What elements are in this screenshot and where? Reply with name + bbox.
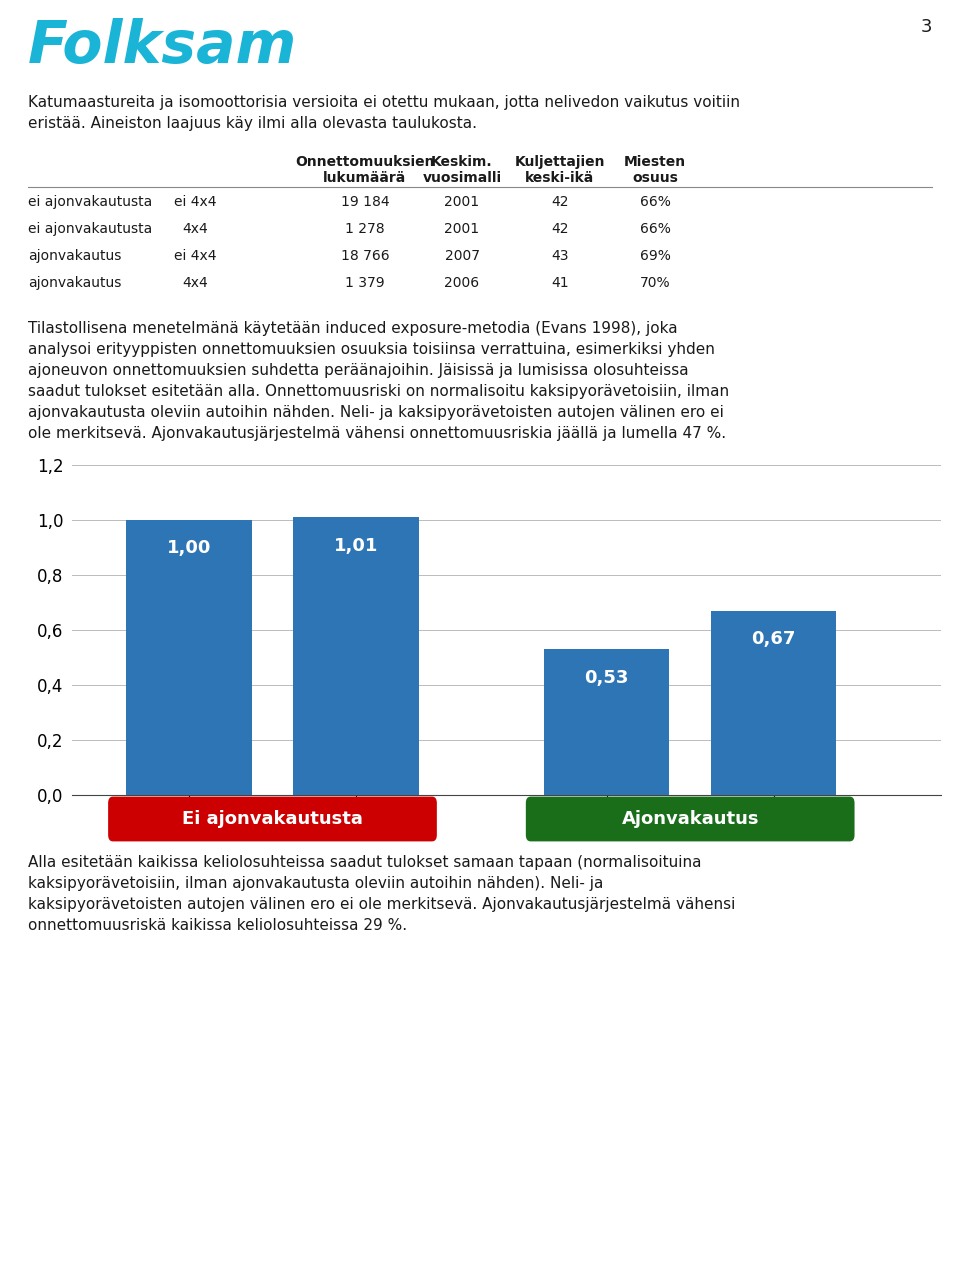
Text: 2007: 2007 <box>444 250 479 262</box>
Text: 1,01: 1,01 <box>334 536 378 554</box>
Text: 1 278: 1 278 <box>346 221 385 236</box>
Text: 42: 42 <box>551 221 568 236</box>
Text: Onnettomuuksien
lukumäärä: Onnettomuuksien lukumäärä <box>296 155 435 186</box>
Text: 2001: 2001 <box>444 195 480 209</box>
Text: Keskim.
vuosimalli: Keskim. vuosimalli <box>422 155 501 186</box>
Text: Folksam: Folksam <box>28 18 298 76</box>
Text: 66%: 66% <box>639 195 670 209</box>
Text: 41: 41 <box>551 276 569 291</box>
Text: kaksipyorävetoisiin, ilman ajonvakautusta oleviin autoihin nähden). Neli- ja: kaksipyorävetoisiin, ilman ajonvakautust… <box>28 876 604 891</box>
Text: Tilastollisena menetelmänä käytetään induced exposure-metodia (Evans 1998), joka: Tilastollisena menetelmänä käytetään ind… <box>28 321 678 335</box>
Text: Ajonvakautus: Ajonvakautus <box>621 810 759 828</box>
Bar <box>544 649 669 795</box>
Text: 2001: 2001 <box>444 221 480 236</box>
Text: Alla esitetään kaikissa keliolosuhteissa saadut tulokset samaan tapaan (normalis: Alla esitetään kaikissa keliolosuhteissa… <box>28 855 702 870</box>
Text: ajonvakautus: ajonvakautus <box>28 250 121 262</box>
Text: 66%: 66% <box>639 221 670 236</box>
Text: 4x4: 4x4 <box>182 276 208 291</box>
Text: onnettomuusriskä kaikissa keliolosuhteissa 29 %.: onnettomuusriskä kaikissa keliolosuhteis… <box>28 918 407 933</box>
Text: Kuljettajien
keski-ikä: Kuljettajien keski-ikä <box>515 155 605 186</box>
Text: ei 4x4: ei 4x4 <box>174 195 216 209</box>
Text: 69%: 69% <box>639 250 670 262</box>
Text: 0,67: 0,67 <box>752 630 796 648</box>
Text: 0,53: 0,53 <box>585 668 629 686</box>
Text: 43: 43 <box>551 250 568 262</box>
Text: ole merkitsevä. Ajonvakautusjärjestelmä vähensi onnettomuusriskia jäällä ja lume: ole merkitsevä. Ajonvakautusjärjestelmä … <box>28 426 726 442</box>
Text: 2006: 2006 <box>444 276 480 291</box>
Text: saadut tulokset esitetään alla. Onnettomuusriski on normalisoitu kaksipyorävetoi: saadut tulokset esitetään alla. Onnettom… <box>28 384 730 399</box>
Text: 19 184: 19 184 <box>341 195 390 209</box>
Text: ajonvakautusta oleviin autoihin nähden. Neli- ja kaksipyorävetoisten autojen väl: ajonvakautusta oleviin autoihin nähden. … <box>28 404 724 420</box>
Text: eristää. Aineiston laajuus käy ilmi alla olevasta taulukosta.: eristää. Aineiston laajuus käy ilmi alla… <box>28 116 477 131</box>
Bar <box>711 611 836 795</box>
Text: Ei ajonvakautusta: Ei ajonvakautusta <box>182 810 363 828</box>
Text: ei 4x4: ei 4x4 <box>174 250 216 262</box>
Text: ei ajonvakautusta: ei ajonvakautusta <box>28 221 153 236</box>
Text: 1,00: 1,00 <box>167 539 211 557</box>
Text: kaksipyorävetoisten autojen välinen ero ei ole merkitsevä. Ajonvakautusjärjestel: kaksipyorävetoisten autojen välinen ero … <box>28 897 735 911</box>
Text: ajoneuvon onnettomuuksien suhdetta peräänajoihin. Jäisissä ja lumisissa olosuhte: ajoneuvon onnettomuuksien suhdetta perää… <box>28 364 688 378</box>
Text: 42: 42 <box>551 195 568 209</box>
Text: Katumaastureita ja isomoottorisia versioita ei otettu mukaan, jotta nelivedon va: Katumaastureita ja isomoottorisia versio… <box>28 95 740 110</box>
Text: 3: 3 <box>921 18 932 36</box>
Text: 4x4: 4x4 <box>182 221 208 236</box>
Text: 1 379: 1 379 <box>346 276 385 291</box>
Text: ei ajonvakautusta: ei ajonvakautusta <box>28 195 153 209</box>
Text: ajonvakautus: ajonvakautus <box>28 276 121 291</box>
Text: 70%: 70% <box>639 276 670 291</box>
Bar <box>127 520 252 795</box>
Text: analysoi erityyppisten onnettomuuksien osuuksia toisiinsa verrattuina, esimerkik: analysoi erityyppisten onnettomuuksien o… <box>28 342 715 357</box>
Bar <box>294 517 419 795</box>
Text: 18 766: 18 766 <box>341 250 390 262</box>
Text: Miesten
osuus: Miesten osuus <box>624 155 686 186</box>
